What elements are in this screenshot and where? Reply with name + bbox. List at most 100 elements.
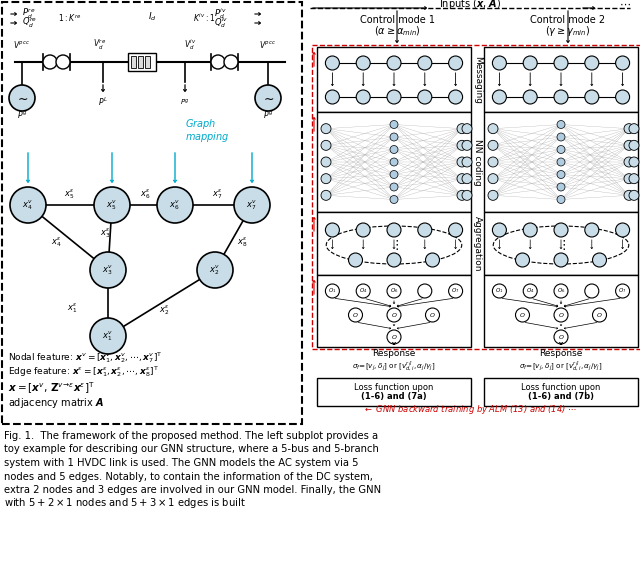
Circle shape [557,121,565,129]
Circle shape [349,253,362,267]
Text: $\leftarrow$ GNN backward training by ALM (13) and (14) $\cdots$: $\leftarrow$ GNN backward training by AL… [363,404,577,417]
Text: adjacency matrix $\boldsymbol{A}$: adjacency matrix $\boldsymbol{A}$ [8,396,104,410]
Text: $\sigma_f\!=\![v_j,\delta_j]$ or $[v_{d,i}^{r/i},\alpha_j/\gamma_j]$: $\sigma_f\!=\![v_j,\delta_j]$ or $[v_{d,… [352,359,436,373]
Circle shape [387,223,401,237]
Text: $x^v_{6}$: $x^v_{6}$ [170,198,180,212]
Circle shape [488,123,498,134]
Circle shape [321,123,331,134]
Text: $O_4$: $O_4$ [526,286,534,296]
Text: toy example for describing our GNN structure, where a 5-bus and 5-branch: toy example for describing our GNN struc… [4,444,379,455]
Text: Messaging: Messaging [473,56,482,103]
Bar [317,112,471,212]
Circle shape [390,196,398,204]
Circle shape [255,85,281,111]
Text: $P^g$: $P^g$ [17,108,28,119]
Circle shape [321,140,331,150]
Text: $O$: $O$ [352,311,359,319]
Circle shape [321,157,331,167]
Bar [317,378,471,406]
Text: $x^\varepsilon_8$: $x^\varepsilon_8$ [237,235,247,249]
Circle shape [557,158,565,166]
Circle shape [224,55,238,69]
Text: $\boldsymbol{x}=[\boldsymbol{x}^v,\,\mathbf{Z}^{v\!\to\!\varepsilon}\boldsymbol{: $\boldsymbol{x}=[\boldsymbol{x}^v,\,\mat… [8,380,95,396]
Circle shape [325,90,339,104]
Text: $O_6$: $O_6$ [390,286,398,296]
Circle shape [325,56,339,70]
Text: $O$: $O$ [390,311,397,319]
Text: $x^v_{1}$: $x^v_{1}$ [102,329,113,343]
Text: $O$: $O$ [390,333,397,341]
Circle shape [426,308,440,322]
Text: $P_d^{iv}$: $P_d^{iv}$ [214,6,227,21]
Text: $(\alpha\geq\alpha_{min})$: $(\alpha\geq\alpha_{min})$ [374,24,420,38]
Circle shape [390,145,398,153]
Text: $\sim$: $\sim$ [15,91,29,104]
Text: $x^\varepsilon_4$: $x^\varepsilon_4$ [51,235,61,249]
Text: $\vdots$: $\vdots$ [557,238,566,252]
Text: $x^v_{3}$: $x^v_{3}$ [102,263,113,277]
Text: system with 1 HVDC link is used. The GNN models the AC system via 5: system with 1 HVDC link is used. The GNN… [4,458,358,468]
Circle shape [554,284,568,298]
Text: $\mathit{mapping}$: $\mathit{mapping}$ [185,130,230,144]
Text: $O$: $O$ [519,311,526,319]
Circle shape [418,284,432,298]
Circle shape [524,90,537,104]
Circle shape [349,308,362,322]
Circle shape [492,56,506,70]
Circle shape [90,252,126,288]
Circle shape [624,157,634,167]
Circle shape [325,223,339,237]
Circle shape [585,284,599,298]
Text: $x^\varepsilon_5$: $x^\varepsilon_5$ [64,187,74,201]
Circle shape [387,253,401,267]
Circle shape [462,123,472,134]
Circle shape [557,196,565,204]
Circle shape [426,253,440,267]
Circle shape [390,133,398,141]
Circle shape [629,123,639,134]
Bar [138,56,143,68]
Text: $P^g$: $P^g$ [180,97,190,107]
Circle shape [462,157,472,167]
Circle shape [554,223,568,237]
Circle shape [488,174,498,184]
Circle shape [390,170,398,179]
Text: $x^v_{5}$: $x^v_{5}$ [106,198,118,212]
Text: $O_1$: $O_1$ [328,286,337,296]
Text: $1:K^{re}$: $1:K^{re}$ [58,12,81,24]
Text: $x^\varepsilon_3$: $x^\varepsilon_3$ [100,226,110,240]
Text: with $5 + 2 \times 1$ nodes and $5 + 3 \times 1$ edges is built: with $5 + 2 \times 1$ nodes and $5 + 3 \… [4,497,246,510]
Text: $\mathit{Graph}$: $\mathit{Graph}$ [185,117,216,131]
Circle shape [449,56,463,70]
Text: $I_d$: $I_d$ [148,11,156,24]
Circle shape [557,170,565,179]
Circle shape [616,56,630,70]
Circle shape [418,223,432,237]
Text: NN coding: NN coding [473,139,482,185]
Text: $V^{pcc}$: $V^{pcc}$ [259,40,276,51]
Circle shape [629,157,639,167]
Circle shape [524,56,537,70]
Circle shape [457,157,467,167]
Text: $O$: $O$ [429,311,436,319]
Circle shape [488,140,498,150]
Text: nodes and 5 edges. Notably, to contain the information of the DC system,: nodes and 5 edges. Notably, to contain t… [4,471,373,482]
Text: $P_d^{re}$: $P_d^{re}$ [22,7,35,21]
Text: $O_7$: $O_7$ [451,286,460,296]
Text: Control mode 1: Control mode 1 [360,15,435,25]
Circle shape [356,223,370,237]
Text: Inputs ($\boldsymbol{x}$, $\boldsymbol{A}$): Inputs ($\boldsymbol{x}$, $\boldsymbol{A… [439,0,501,11]
Text: Loss function upon: Loss function upon [355,382,434,391]
Circle shape [524,223,537,237]
Text: $Q_d^{re}$: $Q_d^{re}$ [22,16,37,30]
Circle shape [488,157,498,167]
Text: $O_4$: $O_4$ [359,286,367,296]
Text: $K^{iv}:1$: $K^{iv}:1$ [193,12,215,24]
Circle shape [387,90,401,104]
Circle shape [585,223,599,237]
Text: $\sigma_f\!=\![v_j,\delta_j]$ or $[v_{d,i}^{r/i},\alpha_j/\gamma_j]$: $\sigma_f\!=\![v_j,\delta_j]$ or $[v_{d,… [519,359,603,373]
Circle shape [56,55,70,69]
Circle shape [325,284,339,298]
Bar [484,212,638,275]
Text: $V^{pcc}$: $V^{pcc}$ [13,40,31,51]
